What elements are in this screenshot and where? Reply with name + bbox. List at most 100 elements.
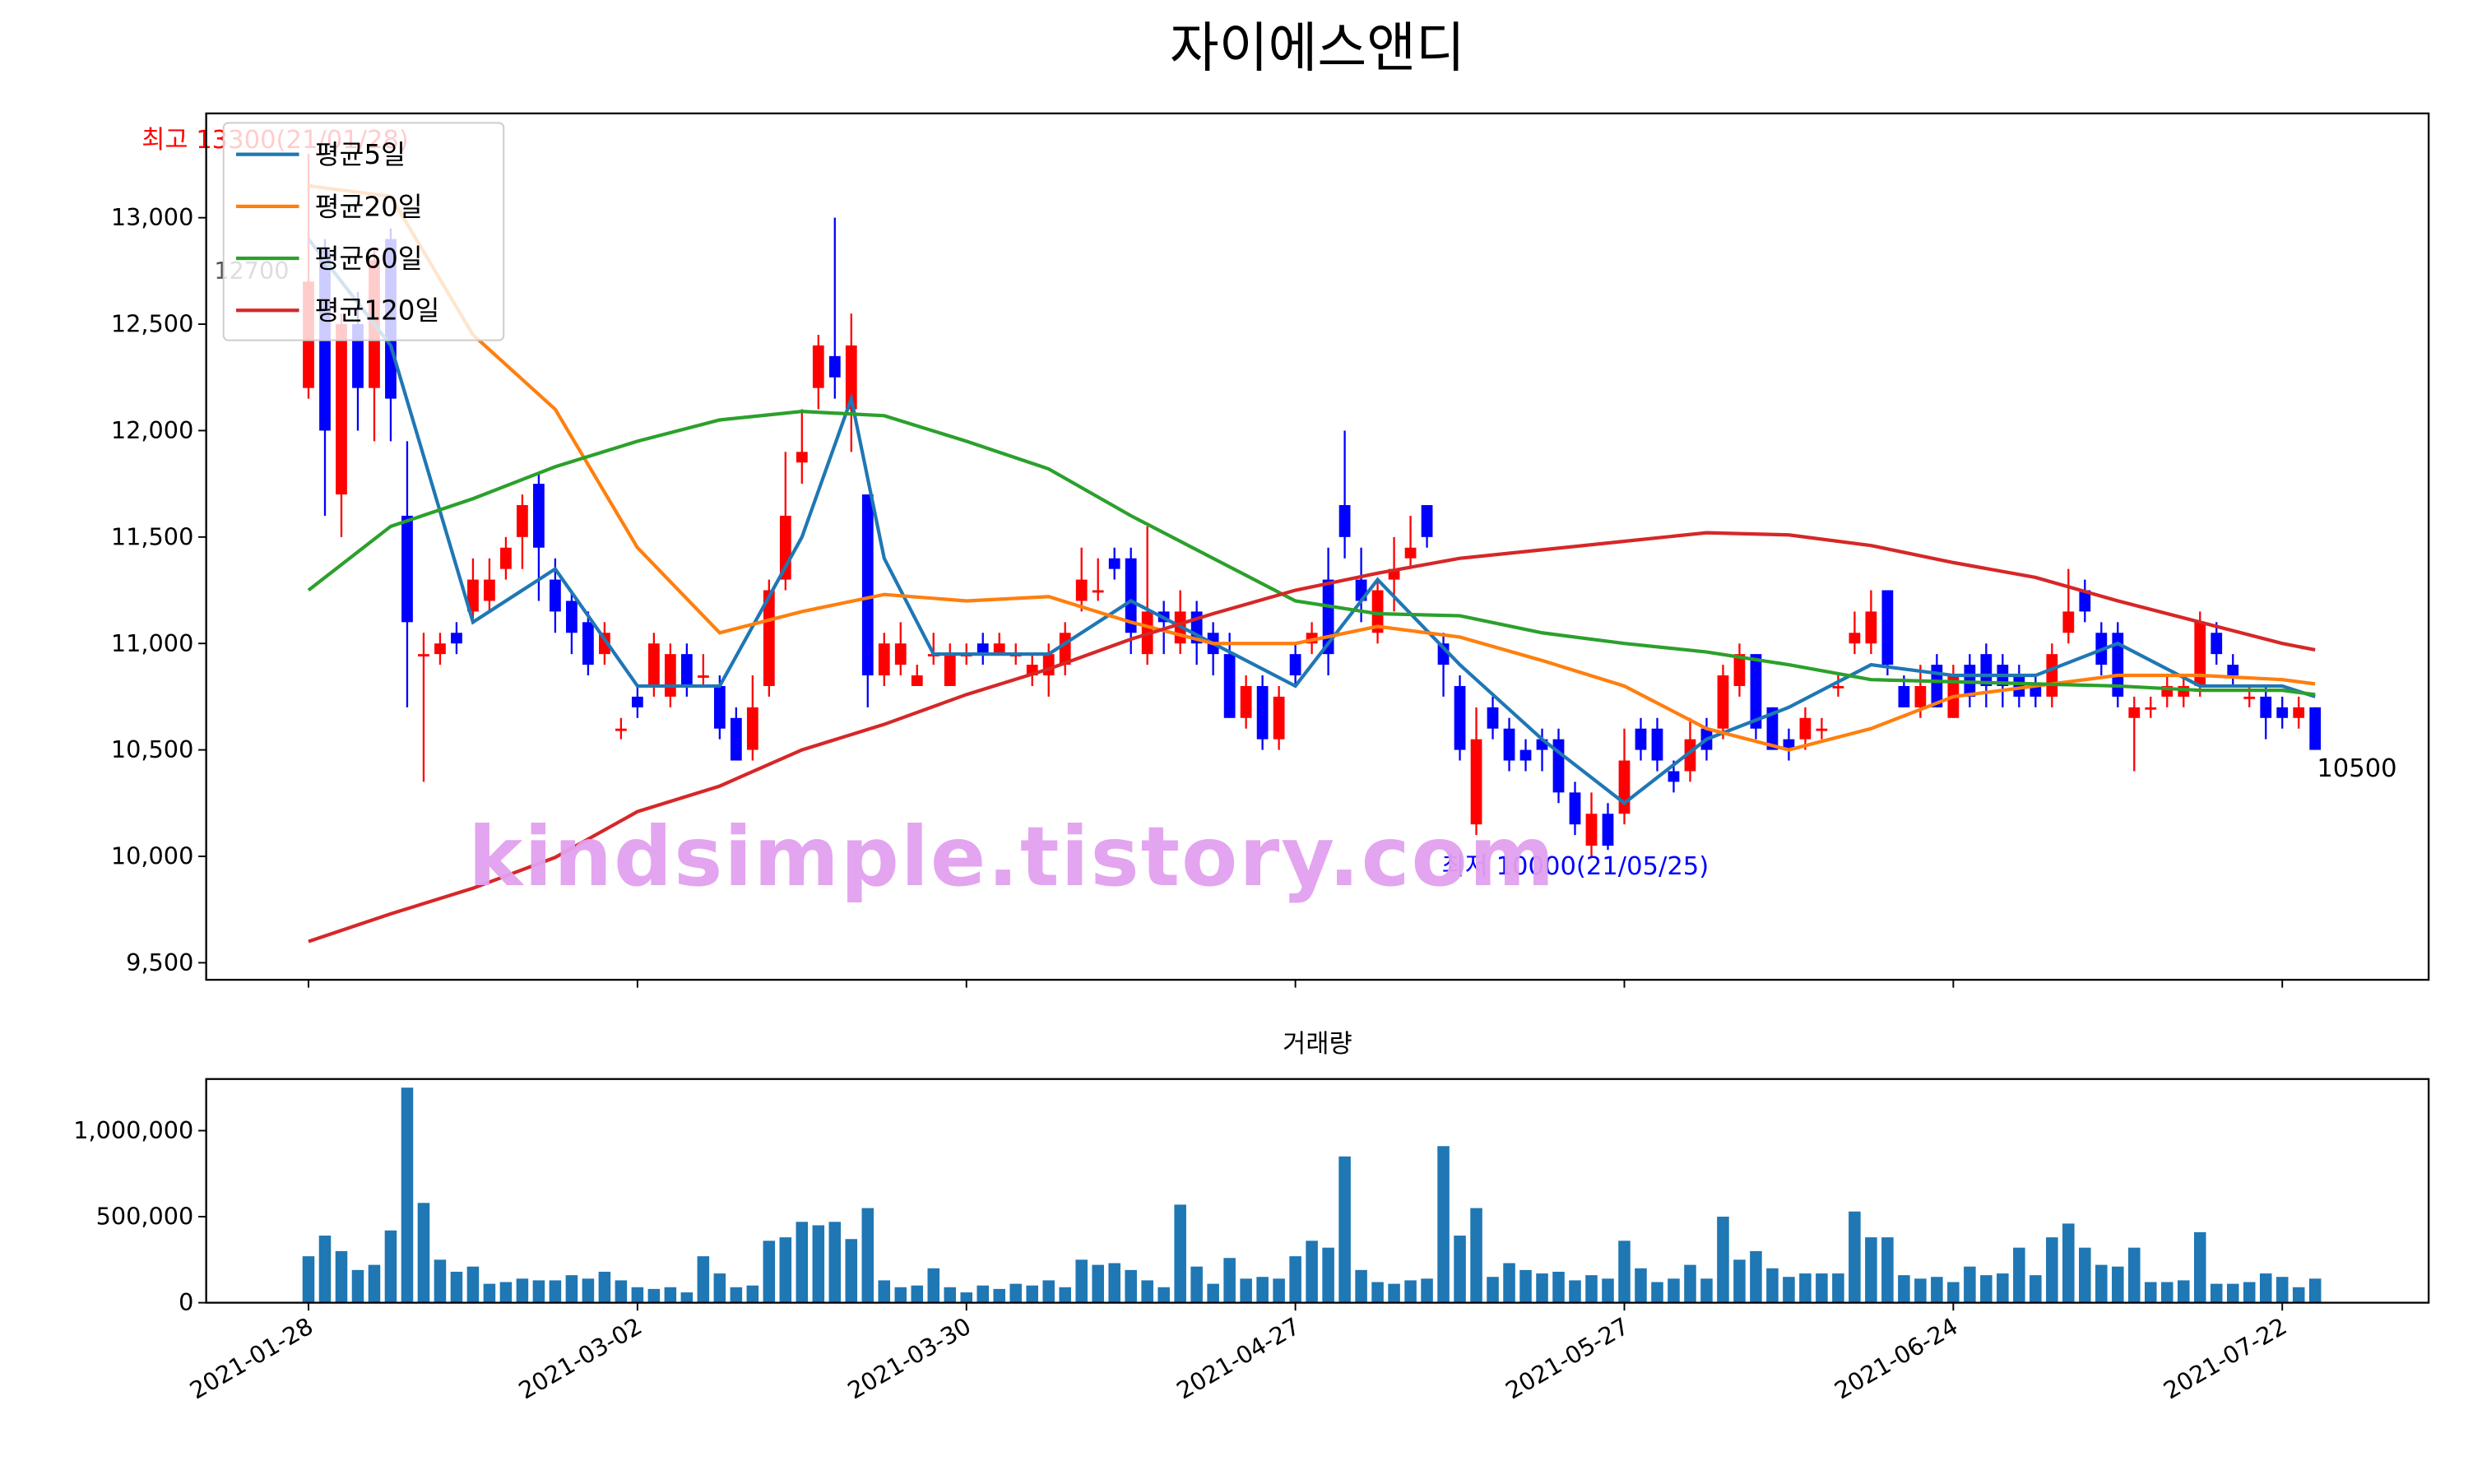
candle-body [1454, 685, 1466, 750]
volume-bar [746, 1285, 759, 1303]
y-tick-label: 13,000 [111, 203, 193, 231]
candle-body [1849, 633, 1861, 644]
volume-bar [1338, 1156, 1351, 1303]
volume-title: 거래량 [1283, 1030, 1352, 1059]
volume-bar [2046, 1237, 2058, 1303]
volume-bar [565, 1275, 578, 1303]
volume-bar [1865, 1237, 1877, 1303]
volume-bar [2013, 1247, 2025, 1303]
candle-body [828, 355, 841, 378]
candle-body [1075, 579, 1088, 601]
candle-body [1223, 654, 1236, 718]
volume-bar [1503, 1263, 1515, 1303]
candle-body [2112, 633, 2124, 697]
volume-bar [2259, 1273, 2272, 1303]
volume-bar [861, 1208, 874, 1303]
candle-body [1273, 696, 1285, 740]
y-tick-label: 0 [179, 1288, 193, 1316]
candle-body [533, 484, 545, 548]
volume-bar [1371, 1282, 1384, 1303]
volume-bar [1552, 1271, 1565, 1303]
volume-bar [1569, 1280, 1581, 1303]
volume-bar [1404, 1280, 1417, 1303]
volume-bar [499, 1282, 513, 1303]
legend-label: 평균20일 [315, 191, 423, 222]
candle-body [1519, 749, 1532, 761]
volume-bar [368, 1264, 381, 1303]
candle-body [631, 696, 643, 707]
volume-bar [1174, 1204, 1186, 1303]
candle-body [1668, 771, 1680, 782]
ma-line [308, 183, 2316, 752]
volume-bar [1733, 1259, 1746, 1303]
volume-bar [1306, 1241, 1318, 1303]
volume-bar [1207, 1283, 1219, 1303]
candle-body [1733, 654, 1746, 686]
candle-body [1750, 654, 1762, 729]
candle-body [1487, 707, 1499, 729]
volume-bar [1881, 1237, 1894, 1303]
volume-bar [1750, 1250, 1762, 1303]
volume-bar [697, 1256, 710, 1303]
candle-body [977, 643, 989, 655]
volume-bar [779, 1237, 792, 1303]
volume-bar [1157, 1287, 1170, 1303]
candle-body [845, 345, 857, 410]
volume-bar [647, 1288, 661, 1303]
volume-bar [2210, 1283, 2223, 1303]
candle-body [451, 633, 462, 644]
candle-body [713, 685, 726, 729]
volume-bar [401, 1087, 414, 1303]
candle-body [2145, 707, 2157, 710]
candle-body [615, 728, 627, 731]
candle-body [1881, 590, 1894, 665]
volume-bar [828, 1222, 842, 1303]
volume-bar [1536, 1273, 1548, 1303]
volume-bar [1964, 1266, 1976, 1303]
volume-bar [1273, 1278, 1285, 1303]
volume-bar [1602, 1278, 1614, 1303]
candle-body [1585, 814, 1598, 846]
volume-bar [1980, 1275, 1992, 1303]
volume-bar [1700, 1278, 1713, 1303]
volume-bar [2062, 1223, 2075, 1303]
volume-bar [2030, 1275, 2042, 1303]
volume-bar [1717, 1217, 1729, 1303]
candle-body [582, 622, 594, 665]
candle-body [566, 601, 578, 633]
volume-bar [2193, 1231, 2206, 1303]
volume-bar [1519, 1269, 1532, 1303]
volume-bar [1190, 1266, 1203, 1303]
candle-body [1602, 814, 1614, 846]
volume-bar [845, 1239, 858, 1303]
candle-body [2013, 675, 2025, 697]
volume-bar [1947, 1282, 1960, 1303]
chart-title: 자이에스앤디 [1170, 17, 1465, 79]
annotation: 10500 [2317, 754, 2396, 783]
volume-bar [615, 1280, 628, 1303]
candle-body [2276, 707, 2289, 718]
candle-body [1421, 505, 1433, 537]
candle-body [1618, 760, 1631, 814]
candle-body [1404, 547, 1417, 559]
volume-bar [1289, 1256, 1301, 1303]
y-tick-label: 500,000 [96, 1203, 194, 1231]
volume-bar [483, 1283, 496, 1303]
volume-bar [2308, 1278, 2322, 1303]
volume-bar [1141, 1280, 1153, 1303]
volume-bar [730, 1287, 743, 1303]
axes-frame [205, 1078, 2430, 1304]
candle-body [2030, 685, 2042, 697]
candle-body [2194, 622, 2206, 686]
candle-body [550, 579, 561, 612]
candle-body [1816, 728, 1828, 731]
legend-label: 평균5일 [315, 139, 406, 170]
candle-body [1980, 654, 1992, 686]
volume-bar [1898, 1275, 1910, 1303]
volume-bar [2243, 1282, 2256, 1303]
volume-bar [434, 1259, 447, 1303]
candle-body [1635, 728, 1647, 750]
volume-bar [1240, 1278, 1252, 1303]
